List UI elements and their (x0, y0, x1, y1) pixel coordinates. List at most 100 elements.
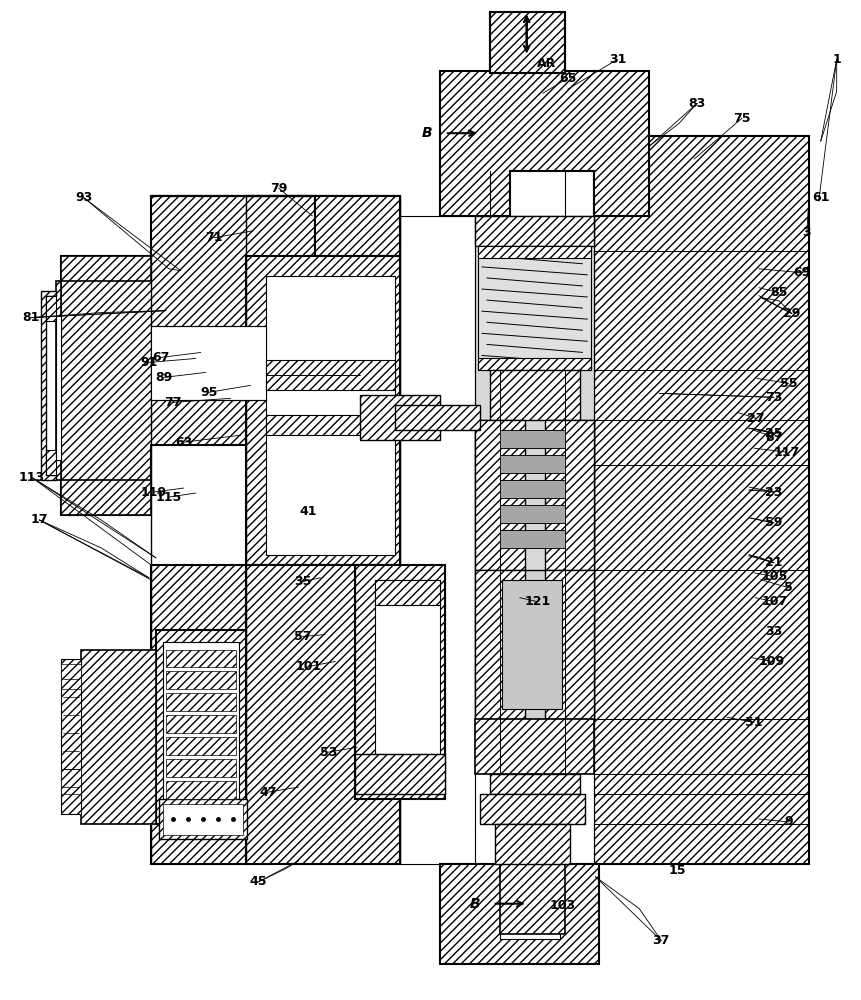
Text: 31: 31 (608, 53, 625, 66)
Polygon shape (41, 291, 56, 480)
Text: 79: 79 (269, 182, 287, 195)
Text: 23: 23 (765, 486, 782, 499)
Polygon shape (151, 326, 265, 400)
Text: 81: 81 (22, 311, 40, 324)
Polygon shape (474, 570, 524, 719)
Text: 29: 29 (783, 307, 800, 320)
Text: 77: 77 (164, 396, 182, 409)
Polygon shape (56, 316, 61, 460)
Polygon shape (474, 570, 594, 719)
Text: 105: 105 (761, 570, 787, 583)
Polygon shape (265, 360, 394, 390)
Polygon shape (474, 719, 594, 774)
Polygon shape (499, 455, 564, 473)
Polygon shape (499, 430, 564, 448)
Polygon shape (499, 864, 559, 939)
Polygon shape (61, 659, 81, 814)
Polygon shape (375, 580, 439, 789)
Polygon shape (46, 296, 56, 321)
Text: 73: 73 (765, 391, 782, 404)
Text: 51: 51 (745, 716, 762, 729)
Polygon shape (355, 565, 444, 799)
Polygon shape (151, 565, 245, 864)
Text: 55: 55 (779, 377, 796, 390)
Polygon shape (489, 12, 564, 73)
Polygon shape (474, 216, 594, 465)
Text: 63: 63 (175, 436, 192, 449)
Text: 109: 109 (758, 655, 784, 668)
Text: 87: 87 (765, 431, 782, 444)
Text: 71: 71 (205, 231, 222, 244)
Text: 85: 85 (769, 286, 787, 299)
Text: 67: 67 (152, 351, 170, 364)
Polygon shape (56, 256, 151, 515)
Polygon shape (477, 246, 591, 370)
Text: 27: 27 (746, 412, 764, 425)
Polygon shape (499, 530, 564, 548)
Text: 41: 41 (300, 505, 317, 518)
Polygon shape (439, 71, 648, 216)
Polygon shape (489, 370, 579, 420)
Polygon shape (165, 737, 235, 755)
Text: 115: 115 (156, 491, 182, 504)
Text: 101: 101 (295, 660, 321, 673)
Text: 61: 61 (811, 191, 828, 204)
Text: 53: 53 (319, 746, 337, 759)
Polygon shape (245, 196, 400, 256)
Text: 113: 113 (18, 471, 44, 484)
Text: 107: 107 (761, 595, 787, 608)
Text: B: B (468, 897, 480, 911)
Text: AR: AR (536, 57, 555, 70)
Text: 75: 75 (733, 112, 750, 125)
Text: 93: 93 (76, 191, 93, 204)
Text: 9: 9 (784, 815, 792, 828)
Text: 33: 33 (765, 625, 782, 638)
Text: 21: 21 (765, 556, 782, 569)
Polygon shape (375, 580, 439, 605)
Text: 5: 5 (784, 581, 792, 594)
Text: B: B (421, 126, 431, 140)
Polygon shape (165, 650, 235, 667)
Text: 69: 69 (792, 266, 809, 279)
Text: 25: 25 (765, 427, 782, 440)
Polygon shape (360, 395, 439, 440)
Polygon shape (165, 671, 235, 689)
Text: 83: 83 (688, 97, 705, 110)
Polygon shape (165, 781, 235, 799)
Polygon shape (477, 246, 591, 258)
Polygon shape (265, 276, 394, 555)
Polygon shape (474, 420, 524, 570)
Polygon shape (165, 715, 235, 733)
Polygon shape (400, 216, 594, 864)
Polygon shape (394, 405, 480, 430)
Polygon shape (81, 650, 156, 824)
Text: 15: 15 (667, 864, 685, 877)
Polygon shape (499, 480, 564, 498)
Polygon shape (61, 196, 400, 515)
Polygon shape (544, 570, 594, 719)
Polygon shape (489, 774, 579, 794)
Text: 117: 117 (773, 446, 799, 459)
Polygon shape (594, 136, 808, 864)
Polygon shape (245, 256, 400, 565)
Text: 95: 95 (200, 386, 217, 399)
Polygon shape (499, 864, 564, 934)
Polygon shape (474, 420, 594, 570)
Polygon shape (265, 415, 394, 435)
Polygon shape (499, 505, 564, 523)
Text: 91: 91 (140, 356, 158, 369)
Text: 3: 3 (802, 226, 810, 239)
Text: 17: 17 (30, 513, 48, 526)
Polygon shape (151, 196, 400, 246)
Polygon shape (158, 799, 246, 839)
Polygon shape (499, 370, 564, 819)
Text: 35: 35 (294, 575, 311, 588)
Text: 47: 47 (259, 786, 277, 799)
Polygon shape (156, 630, 245, 824)
Text: 103: 103 (548, 899, 575, 912)
Polygon shape (61, 664, 81, 689)
Text: 89: 89 (155, 371, 172, 384)
Polygon shape (501, 580, 561, 709)
Text: 57: 57 (294, 630, 311, 643)
Polygon shape (245, 565, 400, 864)
